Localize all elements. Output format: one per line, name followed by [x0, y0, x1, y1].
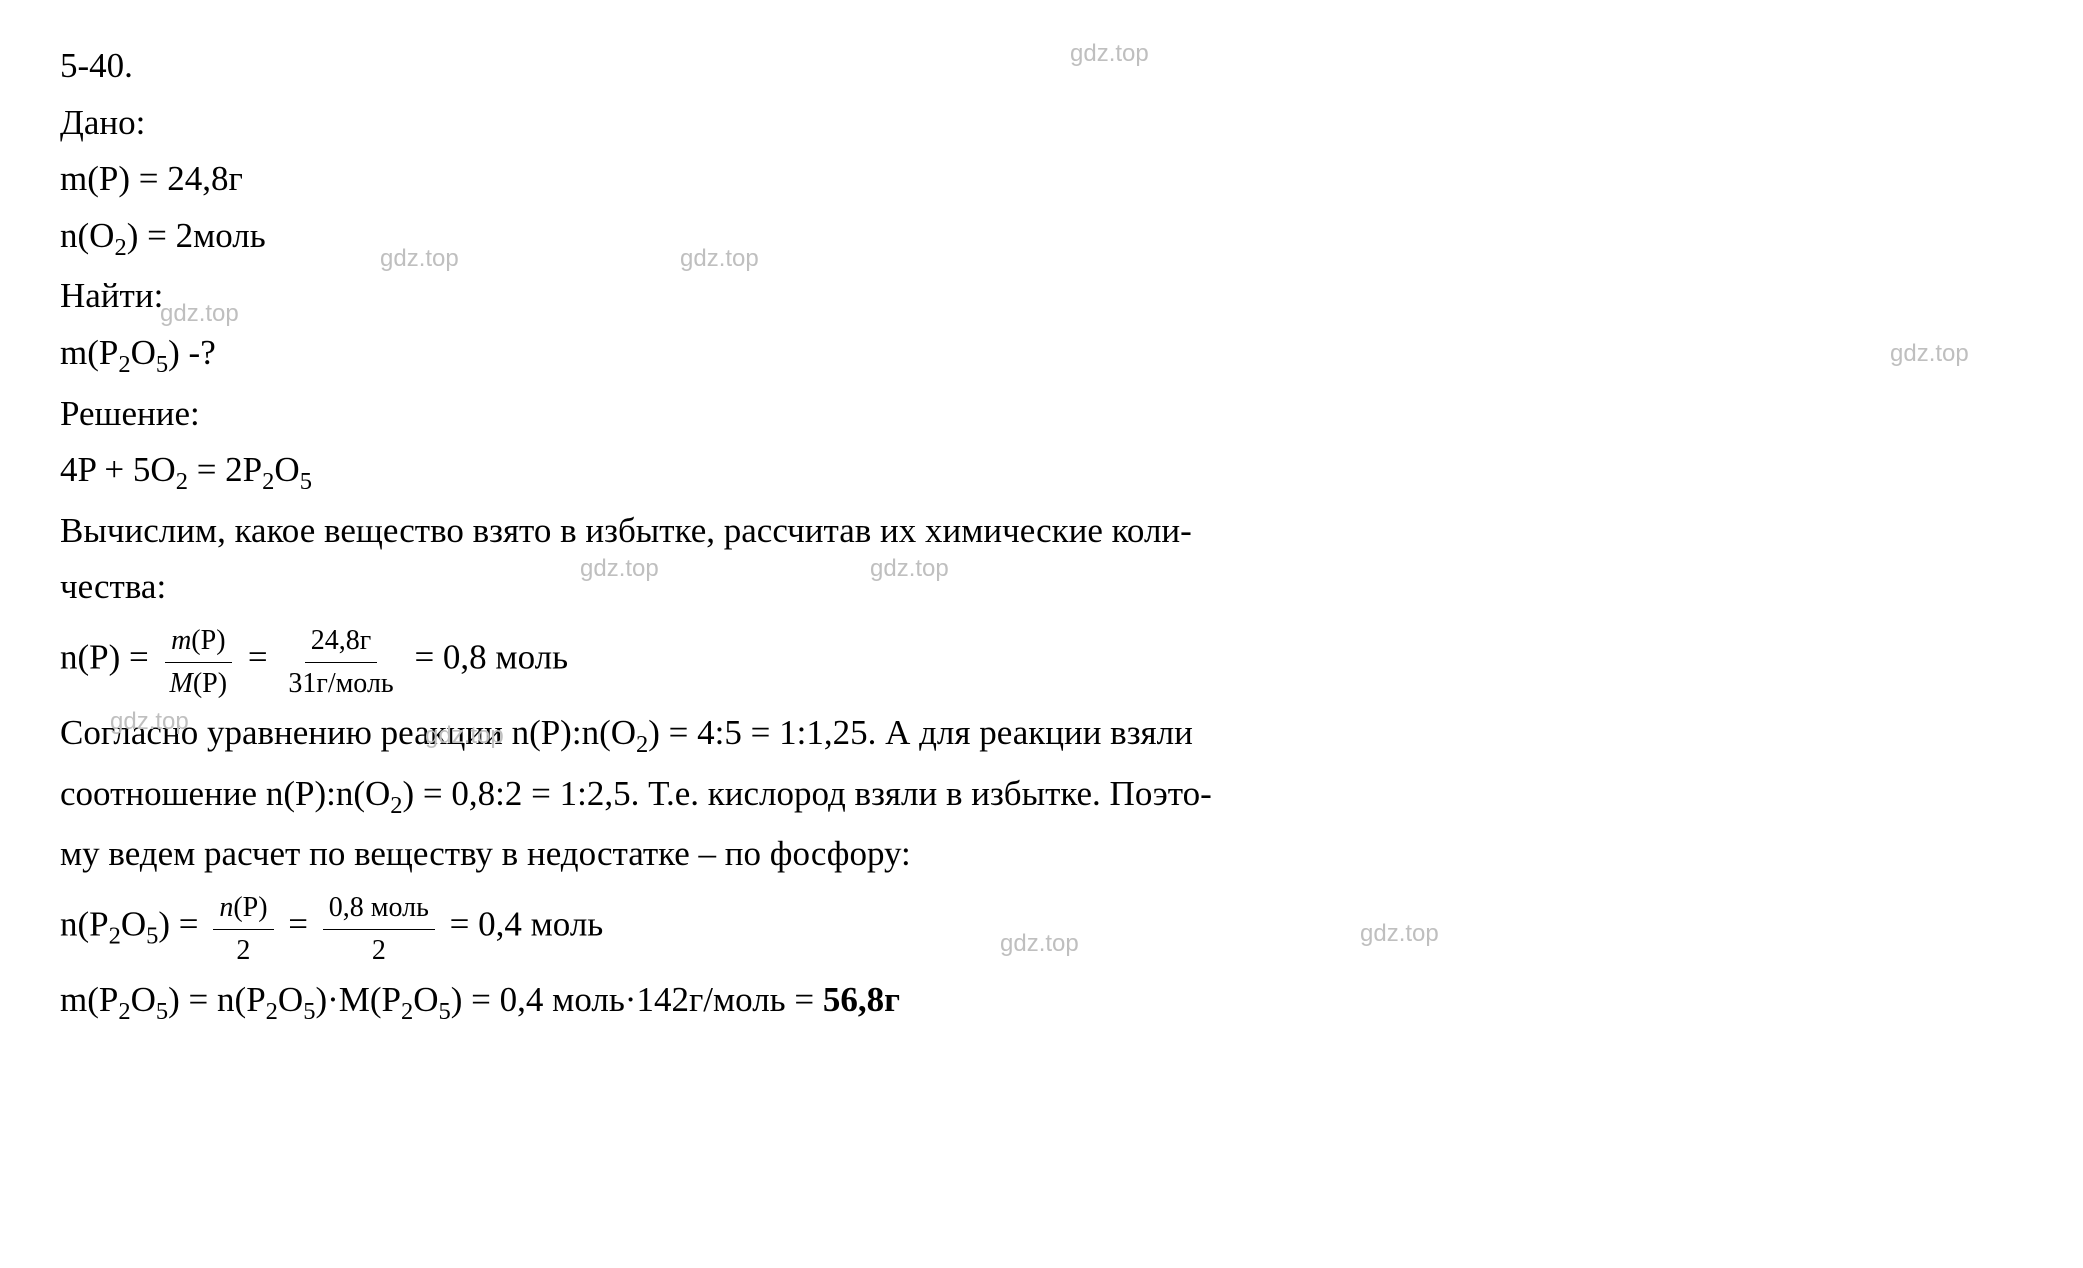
calc2-mid1: O — [121, 904, 146, 943]
tb2a: Согласно уравнению реакции n(P):n(O — [60, 713, 636, 752]
calc1-frac2-num: 24,8г — [305, 620, 377, 663]
calc1-frac1-den: (P) — [193, 668, 227, 699]
calc3-sub1: 2 — [118, 998, 130, 1025]
tb2b: ) = 4:5 = 1:1,25. А для реакции взяли — [648, 713, 1193, 752]
calc1-frac1-den-pre: M — [170, 668, 193, 699]
given-1-value: 24,8г — [167, 159, 243, 198]
calc2-suffix1: ) = — [158, 904, 207, 943]
calc2-result: = 0,4 моль — [450, 904, 604, 943]
calc3-sub2: 5 — [156, 998, 168, 1025]
calc-2: n(P2O5) = n(P) 2 = 0,8 моль 2 = 0,4 моль — [60, 885, 2023, 970]
find-line: m(P2O5) -? — [60, 327, 2023, 384]
calc3-mid3: O — [413, 980, 438, 1019]
calc2-frac2: 0,8 моль 2 — [323, 887, 435, 972]
calc2-prefix: n(P — [60, 904, 109, 943]
eq-sub1: 2 — [176, 468, 188, 495]
given-1-prefix: m(P) = — [60, 159, 167, 198]
find-mid: O — [131, 333, 156, 372]
find-sub2: 5 — [156, 351, 168, 378]
calc1-frac1-num: (P) — [191, 625, 225, 656]
calc-3: m(P2O5) = n(P2O5)·M(P2O5) = 0,4 моль·142… — [60, 974, 2023, 1031]
calc1-frac1: m(P) M(P) — [164, 620, 234, 705]
calc2-eq: = — [288, 904, 317, 943]
find-suffix: ) -? — [168, 333, 216, 372]
calc3-sub4: 5 — [303, 998, 315, 1025]
tb3a: соотношение n(P):n(O — [60, 774, 390, 813]
calc3-answer: 56,8г — [823, 980, 900, 1019]
problem-number: 5-40. — [60, 40, 2023, 93]
calc2-sub1: 2 — [109, 922, 121, 949]
text-block-1b: чества: — [60, 561, 2023, 614]
calc2-frac1-num: (P) — [233, 892, 267, 923]
calc3-sub3: 2 — [266, 998, 278, 1025]
text-block-2: Согласно уравнению реакции n(P):n(O2) = … — [60, 707, 2023, 764]
given-label: Дано: — [60, 97, 2023, 150]
calc-1: n(P) = m(P) M(P) = 24,8г 31г/моль = 0,8 … — [60, 618, 2023, 703]
find-sub1: 2 — [118, 351, 130, 378]
eq-text3: O — [274, 450, 299, 489]
calc3-sub5: 2 — [401, 998, 413, 1025]
calc3-mid1: O — [131, 980, 156, 1019]
calc3-mid2: O — [278, 980, 303, 1019]
given-2-prefix: n(O — [60, 216, 114, 255]
calc2-frac1: n(P) 2 — [213, 887, 273, 972]
find-prefix: m(P — [60, 333, 118, 372]
solution-label: Решение: — [60, 388, 2023, 441]
calc3-sub6: 5 — [439, 998, 451, 1025]
calc2-frac2-num: 0,8 моль — [323, 887, 435, 930]
eq-sub2: 2 — [262, 468, 274, 495]
given-2-sub: 2 — [114, 234, 126, 261]
calc3-prefix: m(P — [60, 980, 118, 1019]
tb3b: ) = 0,8:2 = 1:2,5. Т.е. кислород взяли в… — [403, 774, 1212, 813]
find-label: Найти: — [60, 270, 2023, 323]
calc1-frac2: 24,8г 31г/моль — [282, 620, 399, 705]
calc1-result: = 0,8 моль — [414, 637, 568, 676]
eq-text2: = 2P — [188, 450, 262, 489]
calc3-suffix1: ) = n(P — [168, 980, 266, 1019]
text-block-1: Вычислим, какое вещество взято в избытке… — [60, 505, 2023, 558]
given-line-1: m(P) = 24,8г — [60, 153, 2023, 206]
calc2-frac1-den: 2 — [230, 930, 256, 972]
calc1-frac2-den: 31г/моль — [282, 663, 399, 705]
tb3a-sub: 2 — [390, 792, 402, 819]
calc1-eq: = — [248, 637, 277, 676]
document-content: 5-40. Дано: m(P) = 24,8г n(O2) = 2моль Н… — [60, 40, 2023, 1031]
eq-text1: 4P + 5O — [60, 450, 176, 489]
calc2-sub2: 5 — [146, 922, 158, 949]
calc1-prefix: n(P) = — [60, 637, 158, 676]
equation-line: 4P + 5O2 = 2P2O5 — [60, 444, 2023, 501]
calc3-suffix3: ) = 0,4 моль·142г/моль = — [451, 980, 823, 1019]
calc2-frac1-num-pre: n — [219, 892, 233, 923]
tb2a-sub: 2 — [636, 731, 648, 758]
text-block-3: соотношение n(P):n(O2) = 0,8:2 = 1:2,5. … — [60, 768, 2023, 825]
calc3-suffix2: )·M(P — [315, 980, 401, 1019]
given-line-2: n(O2) = 2моль — [60, 210, 2023, 267]
eq-sub3: 5 — [300, 468, 312, 495]
calc2-frac2-den: 2 — [366, 930, 392, 972]
text-block-4: му ведем расчет по веществу в недостатке… — [60, 828, 2023, 881]
given-2-suffix: ) = 2моль — [127, 216, 266, 255]
calc1-frac1-num-pre: m — [171, 625, 191, 656]
